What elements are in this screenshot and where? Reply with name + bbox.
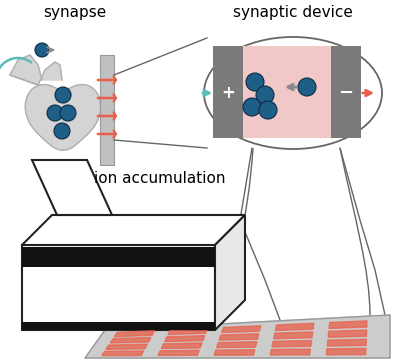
Polygon shape <box>275 323 314 330</box>
Polygon shape <box>329 321 367 329</box>
Bar <box>22 322 215 330</box>
Bar <box>243 46 331 138</box>
Text: synapse: synapse <box>43 5 107 19</box>
Circle shape <box>35 43 49 57</box>
Polygon shape <box>114 331 154 337</box>
Polygon shape <box>215 215 245 330</box>
Polygon shape <box>22 215 245 245</box>
Ellipse shape <box>204 37 382 149</box>
Text: synaptic device: synaptic device <box>233 5 353 19</box>
Circle shape <box>243 98 261 116</box>
Polygon shape <box>165 336 205 342</box>
Polygon shape <box>273 332 313 339</box>
Polygon shape <box>161 343 202 348</box>
Polygon shape <box>85 315 390 358</box>
Polygon shape <box>32 160 112 215</box>
Text: ion accumulation: ion accumulation <box>94 171 226 185</box>
Polygon shape <box>327 339 366 346</box>
Polygon shape <box>158 350 199 355</box>
Polygon shape <box>222 326 261 333</box>
Polygon shape <box>110 337 151 343</box>
Circle shape <box>256 86 274 104</box>
Bar <box>100 55 114 165</box>
Circle shape <box>298 78 316 96</box>
Polygon shape <box>219 334 259 340</box>
Circle shape <box>54 123 70 139</box>
Circle shape <box>60 105 76 121</box>
Polygon shape <box>168 328 208 335</box>
Polygon shape <box>217 342 257 348</box>
Polygon shape <box>106 344 147 349</box>
Text: +: + <box>221 84 235 102</box>
Polygon shape <box>10 55 62 85</box>
Bar <box>22 245 215 330</box>
Bar <box>331 46 361 138</box>
Polygon shape <box>328 330 367 337</box>
Text: −: − <box>338 84 353 102</box>
Polygon shape <box>25 85 101 150</box>
Polygon shape <box>214 350 255 355</box>
Bar <box>213 46 243 138</box>
Polygon shape <box>270 349 310 355</box>
Circle shape <box>259 101 277 119</box>
Circle shape <box>55 87 71 103</box>
Polygon shape <box>326 348 366 355</box>
Circle shape <box>47 105 63 121</box>
Polygon shape <box>102 351 144 356</box>
Bar <box>22 247 215 267</box>
Circle shape <box>246 73 264 91</box>
Polygon shape <box>272 341 312 347</box>
